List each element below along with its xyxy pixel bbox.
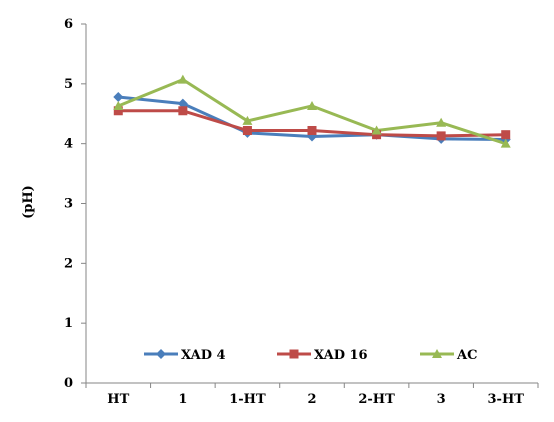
data-point bbox=[436, 117, 447, 127]
y-axis-label: (pH) bbox=[21, 185, 36, 219]
x-tick-label: 3-HT bbox=[488, 392, 525, 407]
data-point bbox=[307, 126, 317, 136]
y-tick-label: 3 bbox=[64, 197, 73, 212]
y-tick-label: 1 bbox=[64, 316, 73, 331]
x-tick-label: 2-HT bbox=[358, 392, 395, 407]
x-tick-label: 3 bbox=[437, 392, 446, 407]
legend-label: XAD 16 bbox=[314, 348, 368, 363]
legend: XAD 4 XAD 16 AC bbox=[144, 348, 477, 363]
data-point bbox=[371, 125, 382, 135]
data-point bbox=[501, 130, 511, 140]
legend-label: XAD 4 bbox=[181, 348, 226, 363]
x-tick-label: 2 bbox=[307, 392, 316, 407]
data-point bbox=[242, 126, 252, 136]
x-tick-label: HT bbox=[107, 392, 129, 407]
series-markers bbox=[113, 74, 511, 148]
x-tick-labels: HT 1 1-HT 2 2-HT 3 3-HT bbox=[107, 392, 524, 407]
y-tick-label: 2 bbox=[64, 256, 73, 271]
y-tick-label: 6 bbox=[64, 17, 73, 32]
axes bbox=[81, 23, 539, 388]
data-point bbox=[372, 130, 382, 140]
legend-marker bbox=[432, 349, 442, 358]
y-tick-labels: 0 1 2 3 4 5 6 bbox=[64, 17, 73, 391]
data-point bbox=[113, 91, 124, 102]
y-tick-label: 4 bbox=[64, 137, 73, 152]
x-tick-label: 1-HT bbox=[229, 392, 266, 407]
legend-marker bbox=[289, 349, 299, 359]
legend-label: AC bbox=[456, 348, 477, 363]
data-point bbox=[500, 138, 511, 148]
legend-marker bbox=[156, 349, 166, 359]
data-point bbox=[177, 98, 188, 109]
data-point bbox=[242, 115, 253, 125]
data-point bbox=[307, 100, 317, 110]
data-point bbox=[113, 106, 123, 116]
x-tick-label: 1 bbox=[178, 392, 187, 407]
data-point bbox=[436, 131, 446, 141]
y-tick-label: 0 bbox=[64, 376, 73, 391]
y-tick-label: 5 bbox=[64, 77, 73, 92]
data-point bbox=[178, 106, 188, 116]
data-point bbox=[177, 74, 188, 84]
data-point bbox=[113, 100, 124, 110]
